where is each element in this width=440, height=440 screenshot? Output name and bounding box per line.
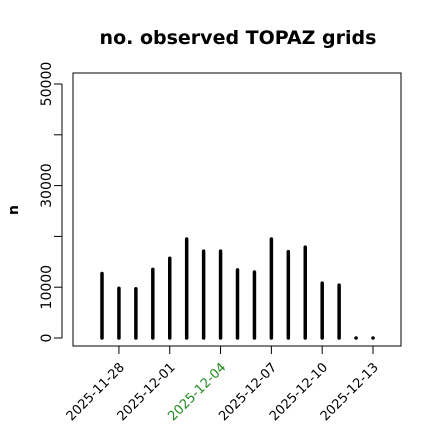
y-tick-label: 0 — [39, 334, 55, 343]
bar — [354, 336, 358, 340]
y-axis: 0 10000 30000 50000 — [39, 62, 63, 343]
chart-title: no. observed TOPAZ grids — [100, 27, 377, 49]
y-tick-label: 30000 — [39, 163, 55, 208]
bars — [100, 237, 375, 340]
x-axis: 2025-11-282025-12-012025-12-042025-12-07… — [64, 345, 382, 424]
bar — [371, 336, 375, 340]
y-axis-label: n — [6, 205, 22, 215]
y-tick-label: 10000 — [39, 265, 55, 310]
y-tick-label: 50000 — [39, 62, 55, 107]
